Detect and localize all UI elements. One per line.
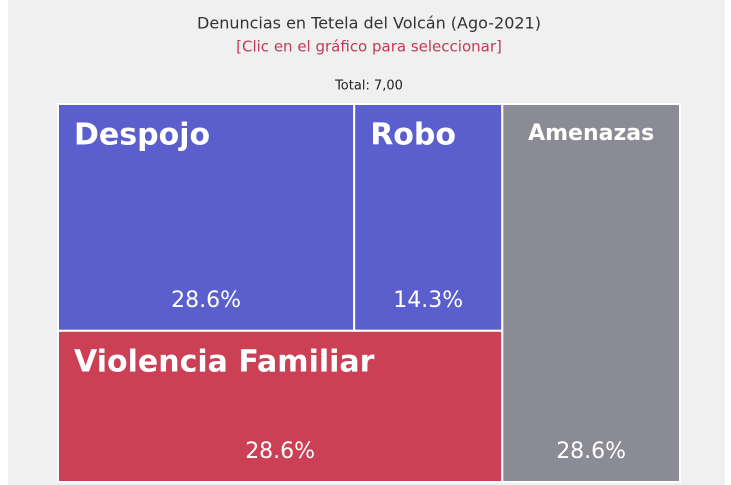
value-label[interactable]: 28.6% [245, 439, 315, 464]
value-label[interactable]: 28.6% [556, 439, 626, 464]
total-label: Total: 7,00 [334, 79, 403, 94]
cell-label[interactable]: Violencia Familiar [74, 344, 375, 379]
cell-label[interactable]: Robo [370, 118, 456, 153]
treemap-cell[interactable] [57, 103, 356, 332]
treemap-cell[interactable] [353, 103, 504, 332]
value-label[interactable]: 14.3% [393, 288, 463, 313]
treemap-cell[interactable] [501, 103, 681, 483]
chart-subtitle[interactable]: [Clic en el gráfico para seleccionar] [236, 38, 502, 56]
treemap-cell[interactable] [57, 329, 504, 483]
cell-label[interactable]: Despojo [74, 118, 210, 153]
cell-label[interactable]: Amenazas [528, 121, 654, 146]
chart-title: Denuncias en Tetela del Volcán (Ago-2021… [197, 14, 541, 33]
value-label[interactable]: 28.6% [171, 288, 241, 313]
